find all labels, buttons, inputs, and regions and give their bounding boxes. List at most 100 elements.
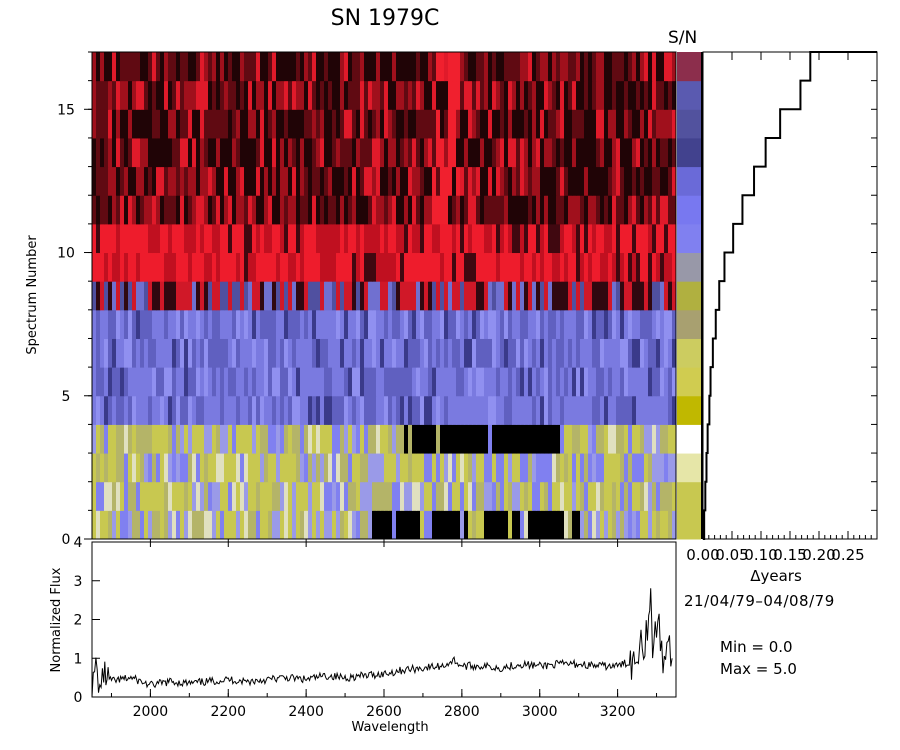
spectrum-cell [196, 338, 201, 368]
spectrum-cell [388, 52, 393, 82]
spectrum-cell [512, 252, 517, 282]
spectrum-cell [228, 281, 233, 311]
spectrum-cell [140, 281, 145, 311]
spectrum-cell [200, 367, 205, 397]
spectrum-cell [536, 395, 541, 425]
spectrum-cell [540, 309, 545, 339]
spectrum-cell [604, 395, 609, 425]
spectrum-cell [516, 424, 521, 454]
spectrum-cell [448, 223, 453, 254]
spectrum-cell [124, 166, 129, 196]
spectrum-cell [600, 195, 605, 225]
spectrum-cell [320, 309, 325, 339]
spectrum-cell [416, 195, 421, 225]
spectrum-cell [392, 137, 397, 168]
spectrum-cell [520, 510, 525, 540]
spectrum-cell [584, 252, 589, 282]
spectrum-cell [220, 338, 225, 368]
spectrum-cell [308, 52, 313, 82]
spectrum-cell [536, 338, 541, 368]
spectrum-cell [620, 52, 625, 82]
spectrum-cell [296, 252, 301, 282]
spectrum-cell [248, 481, 253, 511]
spectrum-cell [456, 309, 461, 339]
spectrum-cell [280, 510, 285, 540]
spectrum-cell [276, 510, 281, 540]
spectrum-cell [408, 281, 413, 311]
spectrum-cell [452, 223, 457, 254]
spectrum-cell [292, 166, 297, 196]
spectrum-cell [312, 395, 317, 425]
spectrum-cell [188, 367, 193, 397]
spectrum-cell [276, 309, 281, 339]
spectrum-cell [152, 367, 157, 397]
spectrum-cell [372, 109, 377, 139]
spectrum-cell [316, 109, 321, 139]
spectrum-cell [652, 223, 657, 254]
spectrum-cell [416, 281, 421, 311]
spectrum-cell [252, 166, 257, 196]
spectrum-cell [524, 309, 529, 339]
spectrum-cell [460, 166, 465, 196]
spectrum-cell [468, 137, 473, 168]
spectrum-cell [520, 166, 525, 196]
spectrum-cell [256, 195, 261, 225]
spectrum-cell [204, 481, 209, 511]
spectrum-cell [312, 223, 317, 254]
spectrum-cell [252, 137, 257, 168]
spectrum-cell [136, 109, 141, 139]
spectrum-cell [324, 395, 329, 425]
spectrum-cell [168, 223, 173, 254]
spectrum-cell [248, 510, 253, 540]
spectrum-cell [560, 309, 565, 339]
spectrum-cell [128, 252, 133, 282]
spectrum-cell [344, 281, 349, 311]
spectrum-cell [528, 510, 533, 540]
spectrum-cell [316, 195, 321, 225]
spectrum-cell [256, 453, 261, 483]
spectrum-cell [184, 367, 189, 397]
spectrum-cell [212, 195, 217, 225]
spectrum-cell [400, 109, 405, 139]
spectrum-cell [168, 367, 173, 397]
spectrum-cell [600, 166, 605, 196]
spectrum-cell [208, 424, 213, 454]
spectrum-cell [384, 195, 389, 225]
spectrum-cell [144, 338, 149, 368]
spectrum-cell [348, 223, 353, 254]
spectrum-cell [376, 453, 381, 483]
spectrum-cell [564, 195, 569, 225]
spectrum-cell [144, 481, 149, 511]
spectrum-cell [588, 453, 593, 483]
spectrum-cell [224, 223, 229, 254]
spectrum-cell [672, 166, 677, 196]
spectrum-cell [636, 453, 641, 483]
spectrum-cell [196, 453, 201, 483]
spectrum-cell [624, 223, 629, 254]
spectrum-cell [420, 424, 425, 454]
spectrum-cell [608, 252, 613, 282]
spectrum-cell [524, 195, 529, 225]
spectrum-cell [304, 252, 309, 282]
spectrum-cell [108, 338, 113, 368]
spectrum-cell [484, 252, 489, 282]
spectrum-cell [276, 223, 281, 254]
spectrum-cell [348, 481, 353, 511]
spectrum-cell [216, 309, 221, 339]
spectrum-cell [388, 338, 393, 368]
spectrum-cell [608, 109, 613, 139]
spectrum-cell [124, 453, 129, 483]
spectrum-cell [644, 281, 649, 311]
spectrum-cell [152, 223, 157, 254]
spectrum-cell [580, 109, 585, 139]
spectrum-cell [664, 309, 669, 339]
spectrum-cell [532, 424, 537, 454]
spectrum-cell [252, 424, 257, 454]
spectrum-cell [652, 80, 657, 110]
spectrum-cell [420, 367, 425, 397]
spectrum-cell [316, 252, 321, 282]
spectrum-cell [116, 395, 121, 425]
spectrum-cell [240, 481, 245, 511]
spectrum-cell [260, 281, 265, 311]
spectrum-cell [556, 195, 561, 225]
